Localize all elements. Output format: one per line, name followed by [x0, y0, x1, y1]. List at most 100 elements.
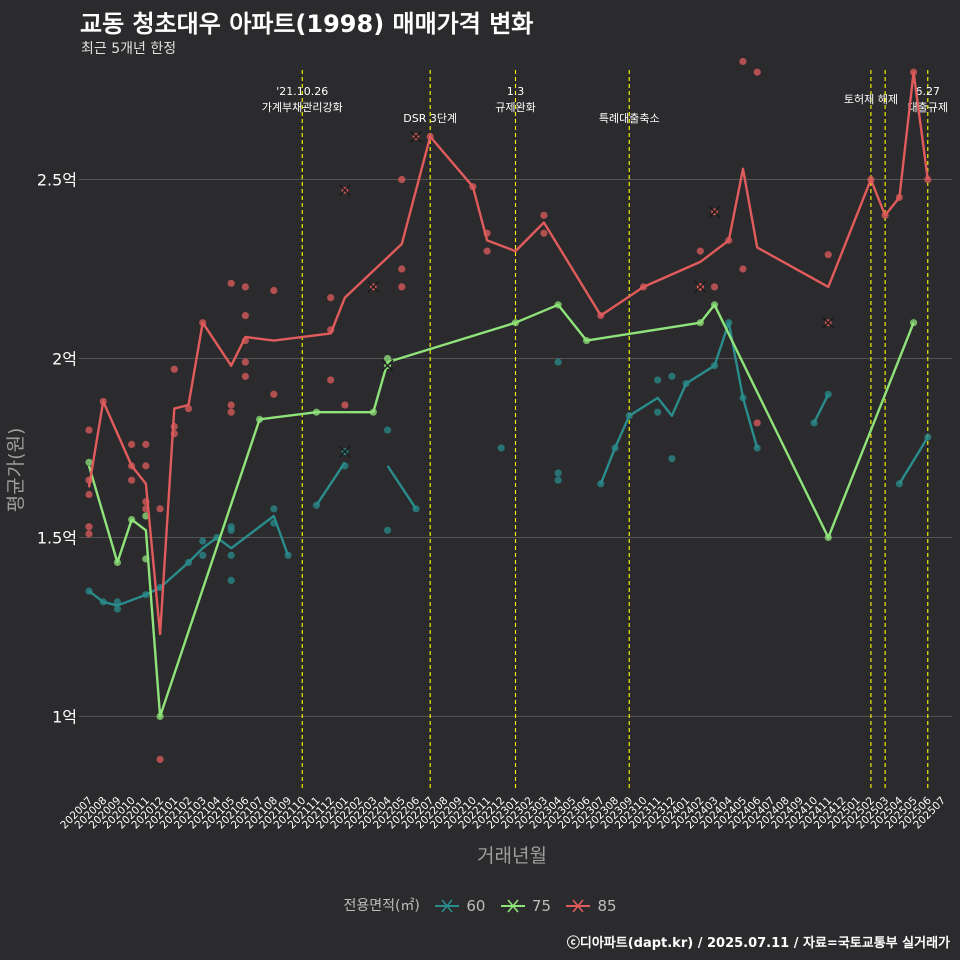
data-point-60 — [668, 372, 676, 380]
annotation-label: 토허제 해제 — [844, 92, 898, 106]
y-tick-labels: 1억 1.5억 2억 2.5억 — [37, 171, 77, 727]
data-point-60 — [383, 526, 392, 534]
data-point-85 — [142, 440, 150, 448]
data-point-85 — [398, 175, 406, 184]
annotation-label: '21.10.26 — [276, 85, 328, 98]
data-point-85 — [156, 755, 164, 763]
cancelled-marker-85 — [708, 205, 721, 218]
legend-key-75-icon — [500, 899, 525, 913]
annotation-label: DSR 3단계 — [403, 112, 457, 125]
y-tick-label: 2억 — [52, 349, 77, 368]
y-tick-label: 1.5억 — [37, 528, 77, 547]
series-line-60 — [88, 514, 290, 607]
data-point-85 — [824, 251, 832, 259]
data-point-60 — [654, 376, 662, 384]
legend-label-60: 60 — [466, 897, 486, 915]
data-point-60 — [199, 551, 207, 559]
data-point-60 — [227, 523, 235, 531]
annotation-label: 규제완화 — [495, 101, 535, 114]
x-tick-labels: 2020072020082020092020102020112020122021… — [58, 794, 948, 831]
data-point-85 — [227, 408, 235, 416]
data-point-85 — [710, 283, 719, 291]
cancelled-marker-85 — [822, 316, 835, 329]
cancelled-marker-75 — [381, 359, 394, 372]
annotation-label: 1.3 — [507, 85, 525, 98]
data-point-85 — [398, 283, 406, 291]
data-point-85 — [85, 523, 93, 531]
data-point-85 — [142, 462, 150, 470]
annotation-label: 가계부채관리강화 — [262, 101, 343, 114]
legend-key-85-icon — [566, 899, 591, 913]
data-point-85 — [241, 372, 249, 380]
series-layer — [85, 57, 932, 763]
data-point-85 — [739, 57, 747, 66]
data-point-85 — [128, 440, 136, 448]
series-line-60 — [315, 461, 346, 506]
data-point-85 — [241, 283, 249, 291]
data-point-85 — [753, 68, 761, 76]
series-line-75 — [87, 303, 915, 718]
annotation-label: 대출규제 — [908, 101, 948, 114]
y-tick-label: 1억 — [52, 707, 77, 726]
series-60 — [85, 319, 932, 613]
legend-title: 전용면적(㎡) — [343, 898, 420, 914]
legend-key-60-icon — [435, 899, 460, 913]
chart-subtitle: 최근 5개년 한정 — [81, 41, 177, 57]
cancelled-marker-85 — [338, 184, 351, 197]
data-point-85 — [128, 476, 136, 484]
source-caption: ⓒ디아파트(dapt.kr) / 2025.07.11 / 자료=국토교통부 실… — [566, 936, 950, 951]
series-line-60 — [812, 393, 830, 424]
series-line-60 — [898, 436, 929, 485]
cancelled-marker-85 — [367, 280, 380, 293]
series-line-85 — [87, 71, 929, 636]
data-point-85 — [753, 419, 761, 427]
y-tick-label: 2.5억 — [37, 171, 77, 190]
series-line-60 — [386, 465, 418, 510]
data-point-75 — [85, 458, 93, 466]
data-point-85 — [184, 405, 193, 413]
data-point-85 — [270, 286, 278, 295]
data-point-60 — [113, 605, 122, 613]
data-point-60 — [497, 444, 505, 452]
data-point-85 — [241, 358, 249, 366]
data-point-75 — [383, 354, 392, 363]
data-point-60 — [383, 426, 392, 434]
y-axis-label: 평균가(원) — [5, 428, 27, 513]
cancelled-marker-85 — [694, 280, 707, 293]
legend-label-75: 75 — [531, 897, 551, 915]
legend-item-60: 60 — [434, 897, 485, 915]
data-point-60 — [554, 358, 562, 366]
data-point-85 — [156, 505, 164, 513]
data-point-60 — [227, 576, 235, 585]
data-point-60 — [554, 469, 562, 477]
data-point-85 — [85, 490, 93, 499]
cancelled-marker-60 — [338, 445, 351, 458]
data-point-85 — [270, 390, 278, 398]
annotation-label: 특례대출축소 — [599, 112, 660, 125]
legend-label-85: 85 — [597, 897, 617, 915]
data-point-85 — [924, 175, 932, 184]
series-85 — [85, 57, 932, 763]
data-point-85 — [483, 247, 491, 255]
data-point-85 — [85, 530, 93, 538]
data-point-85 — [170, 365, 178, 373]
data-point-60 — [668, 455, 676, 463]
legend-item-85: 85 — [565, 897, 617, 915]
cancelled-marker-85 — [409, 130, 422, 143]
data-point-85 — [241, 311, 249, 320]
data-point-85 — [327, 294, 335, 302]
data-point-60 — [554, 476, 562, 484]
legend: 전용면적(㎡) 60 75 85 — [0, 895, 960, 915]
data-point-60 — [270, 505, 278, 513]
data-point-60 — [199, 537, 207, 545]
data-point-85 — [398, 265, 406, 273]
series-75 — [85, 301, 918, 721]
data-point-85 — [739, 265, 747, 273]
data-point-85 — [540, 229, 548, 237]
data-point-85 — [540, 211, 548, 219]
data-point-60 — [227, 551, 235, 559]
annotation-label: 6.27 — [916, 85, 941, 98]
data-point-85 — [227, 401, 235, 409]
